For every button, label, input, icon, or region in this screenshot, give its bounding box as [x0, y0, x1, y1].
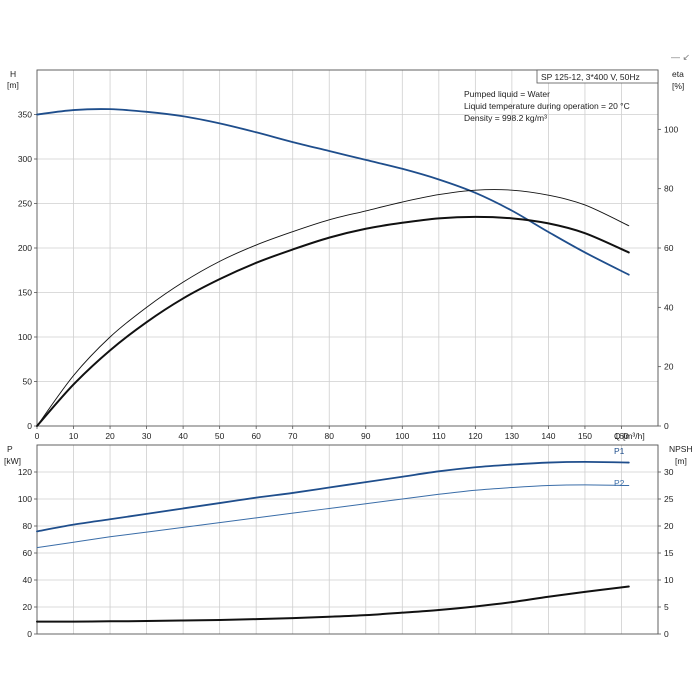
- x-tick-label: 20: [105, 431, 115, 441]
- x-tick-label: 70: [288, 431, 298, 441]
- x-tick-label: 140: [541, 431, 555, 441]
- h-tick-label: 200: [18, 243, 32, 253]
- h-tick-label: 50: [23, 377, 33, 387]
- p-tick-label: 80: [23, 521, 33, 531]
- series-label-p1: P1: [614, 446, 625, 456]
- h-tick-label: 250: [18, 199, 32, 209]
- eta-tick-label: 100: [664, 124, 678, 134]
- x-tick-label: 10: [69, 431, 79, 441]
- h-tick-label: 150: [18, 288, 32, 298]
- eta-tick-label: 60: [664, 243, 674, 253]
- eta-tick-label: 80: [664, 184, 674, 194]
- h-axis-unit: [m]: [7, 80, 19, 90]
- p-axis-label: P: [7, 444, 13, 454]
- x-tick-label: 60: [251, 431, 261, 441]
- npsh-tick-label: 10: [664, 575, 674, 585]
- x-tick-label: 30: [142, 431, 152, 441]
- curve-head: [36, 108, 630, 276]
- x-tick-label: 150: [578, 431, 592, 441]
- h-tick-label: 350: [18, 110, 32, 120]
- npsh-tick-label: 20: [664, 521, 674, 531]
- npsh-axis-unit: [m]: [675, 456, 687, 466]
- x-tick-label: 0: [35, 431, 40, 441]
- infobox-line-3: Density = 998.2 kg/m³: [464, 113, 547, 123]
- x-tick-label: 50: [215, 431, 225, 441]
- infobox-line-2: Liquid temperature during operation = 20…: [464, 101, 630, 111]
- legend-marker: — ↙: [671, 52, 690, 62]
- eta-tick-label: 40: [664, 302, 674, 312]
- x-tick-label: 80: [325, 431, 335, 441]
- eta-axis-label: eta: [672, 69, 684, 79]
- p-tick-label: 0: [27, 629, 32, 639]
- q-axis-label: Q [m³/h]: [614, 431, 645, 441]
- npsh-tick-label: 15: [664, 548, 674, 558]
- curve-p1: [36, 460, 630, 533]
- infobox-line-1: Pumped liquid = Water: [464, 89, 550, 99]
- eta-tick-label: 0: [664, 421, 669, 431]
- x-tick-label: 120: [468, 431, 482, 441]
- curves: [36, 108, 630, 623]
- curve-eta: [36, 215, 630, 427]
- npsh-tick-label: 5: [664, 602, 669, 612]
- p-tick-label: 40: [23, 575, 33, 585]
- upper-plot-grid: [37, 69, 659, 426]
- p-tick-label: 20: [23, 602, 33, 612]
- p-tick-label: 100: [18, 494, 32, 504]
- infobox-title-frame: [536, 69, 659, 84]
- h-axis-label: H: [10, 69, 16, 79]
- npsh-tick-label: 0: [664, 629, 669, 639]
- npsh-axis-label: NPSH: [669, 444, 693, 454]
- x-tick-label: 160: [614, 431, 628, 441]
- x-tick-label: 90: [361, 431, 371, 441]
- x-tick-label: 40: [178, 431, 188, 441]
- h-tick-label: 0: [27, 421, 32, 431]
- curve-npsh: [36, 585, 630, 623]
- curve-p2: [36, 484, 630, 549]
- p-axis-unit: [kW]: [4, 456, 21, 466]
- curve-eta_pump: [36, 189, 630, 427]
- h-tick-label: 300: [18, 154, 32, 164]
- eta-axis-unit: [%]: [672, 81, 684, 91]
- lower-plot-frame: [36, 444, 659, 635]
- eta-tick-label: 20: [664, 362, 674, 372]
- p-tick-label: 60: [23, 548, 33, 558]
- infobox-title: SP 125-12, 3*400 V, 50Hz: [541, 72, 640, 82]
- p-tick-label: 120: [18, 467, 32, 477]
- axis-ticks: 0 10 20 30 40 50 60 70 80 90 100 110 120 130 140 150 160…: [18, 110, 679, 640]
- npsh-tick-label: 25: [664, 494, 674, 504]
- lower-plot-grid: [37, 444, 659, 634]
- x-tick-label: 100: [395, 431, 409, 441]
- x-tick-label: 130: [505, 431, 519, 441]
- series-label-p2: P2: [614, 478, 625, 488]
- npsh-tick-label: 30: [664, 467, 674, 477]
- h-tick-label: 100: [18, 332, 32, 342]
- x-tick-label: 110: [432, 431, 446, 441]
